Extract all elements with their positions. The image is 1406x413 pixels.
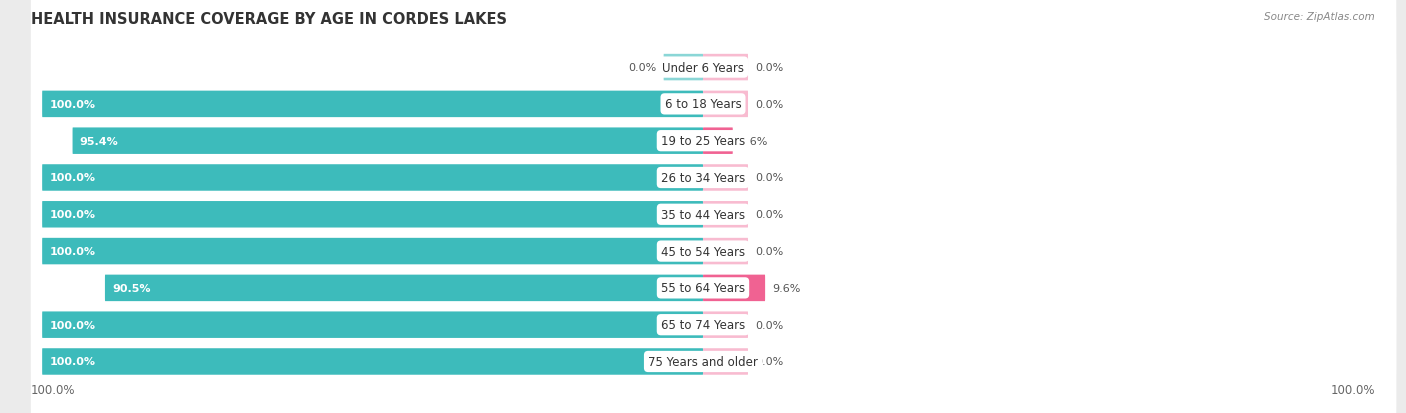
Text: 100.0%: 100.0% (1330, 384, 1375, 396)
Text: 100.0%: 100.0% (49, 210, 96, 220)
Text: 0.0%: 0.0% (755, 173, 783, 183)
Legend: With Coverage, Without Coverage: With Coverage, Without Coverage (561, 410, 845, 413)
FancyBboxPatch shape (105, 275, 703, 301)
FancyBboxPatch shape (31, 127, 1396, 376)
Text: 0.0%: 0.0% (628, 63, 657, 73)
Text: 100.0%: 100.0% (49, 320, 96, 330)
FancyBboxPatch shape (703, 349, 748, 375)
FancyBboxPatch shape (42, 91, 703, 118)
Text: 0.0%: 0.0% (755, 63, 783, 73)
FancyBboxPatch shape (31, 237, 1396, 413)
Text: 35 to 44 Years: 35 to 44 Years (661, 208, 745, 221)
Text: 4.6%: 4.6% (740, 136, 768, 146)
FancyBboxPatch shape (703, 128, 733, 154)
Text: 19 to 25 Years: 19 to 25 Years (661, 135, 745, 148)
FancyBboxPatch shape (31, 164, 1396, 413)
Text: 0.0%: 0.0% (755, 100, 783, 109)
Text: 6 to 18 Years: 6 to 18 Years (665, 98, 741, 111)
FancyBboxPatch shape (703, 165, 748, 191)
FancyBboxPatch shape (42, 238, 703, 265)
FancyBboxPatch shape (703, 238, 748, 265)
Text: Under 6 Years: Under 6 Years (662, 62, 744, 74)
FancyBboxPatch shape (31, 54, 1396, 302)
Text: 100.0%: 100.0% (49, 100, 96, 109)
Text: 100.0%: 100.0% (49, 173, 96, 183)
FancyBboxPatch shape (703, 275, 765, 301)
Text: 75 Years and older: 75 Years and older (648, 355, 758, 368)
Text: 45 to 54 Years: 45 to 54 Years (661, 245, 745, 258)
FancyBboxPatch shape (703, 312, 748, 338)
Text: 0.0%: 0.0% (755, 320, 783, 330)
FancyBboxPatch shape (42, 349, 703, 375)
Text: 100.0%: 100.0% (49, 356, 96, 367)
FancyBboxPatch shape (664, 55, 703, 81)
FancyBboxPatch shape (703, 55, 748, 81)
FancyBboxPatch shape (31, 0, 1396, 229)
FancyBboxPatch shape (31, 90, 1396, 339)
Text: 0.0%: 0.0% (755, 356, 783, 367)
Text: 100.0%: 100.0% (49, 247, 96, 256)
FancyBboxPatch shape (42, 312, 703, 338)
Text: 95.4%: 95.4% (80, 136, 118, 146)
Text: 9.6%: 9.6% (772, 283, 800, 293)
FancyBboxPatch shape (42, 165, 703, 191)
Text: 26 to 34 Years: 26 to 34 Years (661, 171, 745, 185)
FancyBboxPatch shape (73, 128, 703, 154)
Text: 0.0%: 0.0% (755, 247, 783, 256)
FancyBboxPatch shape (703, 202, 748, 228)
Text: HEALTH INSURANCE COVERAGE BY AGE IN CORDES LAKES: HEALTH INSURANCE COVERAGE BY AGE IN CORD… (31, 12, 508, 27)
Text: 65 to 74 Years: 65 to 74 Years (661, 318, 745, 331)
FancyBboxPatch shape (31, 17, 1396, 266)
Text: 55 to 64 Years: 55 to 64 Years (661, 282, 745, 294)
Text: 100.0%: 100.0% (31, 384, 76, 396)
FancyBboxPatch shape (42, 202, 703, 228)
Text: Source: ZipAtlas.com: Source: ZipAtlas.com (1264, 12, 1375, 22)
Text: 90.5%: 90.5% (112, 283, 150, 293)
FancyBboxPatch shape (31, 0, 1396, 192)
Text: 0.0%: 0.0% (755, 210, 783, 220)
FancyBboxPatch shape (703, 91, 748, 118)
FancyBboxPatch shape (31, 200, 1396, 413)
